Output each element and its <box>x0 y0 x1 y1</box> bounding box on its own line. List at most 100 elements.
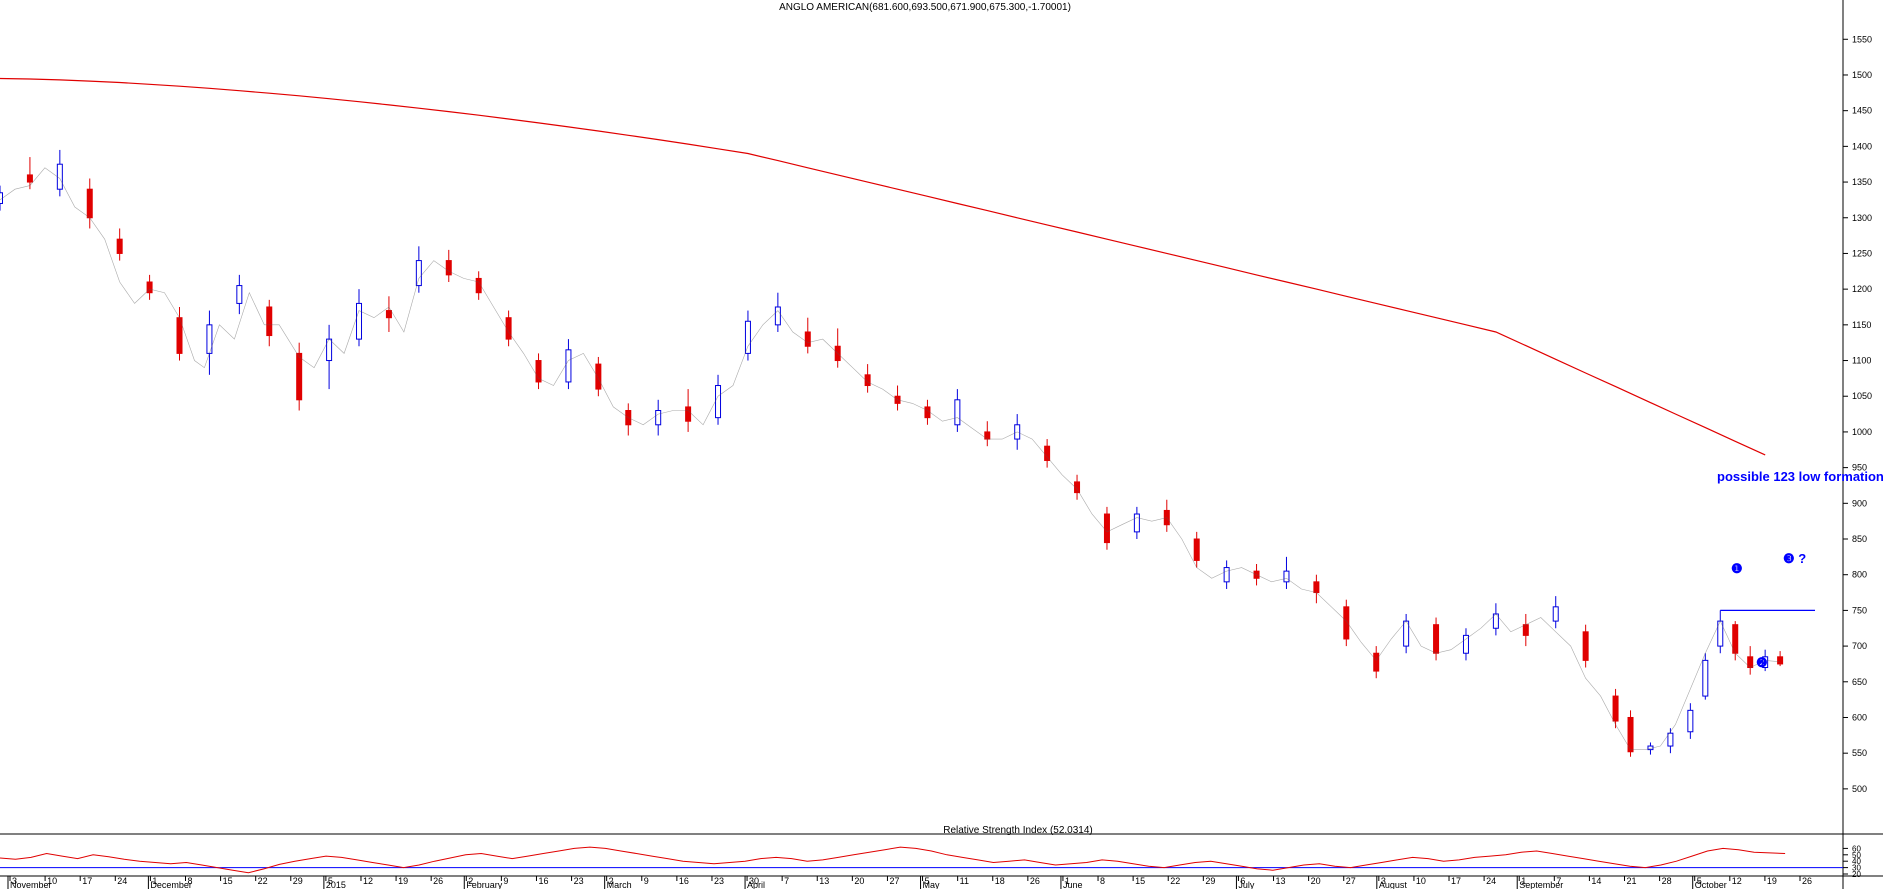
price-tick-label: 500 <box>1852 784 1867 794</box>
candle-body <box>86 188 93 219</box>
month-label: March <box>607 880 632 889</box>
date-tick-label: 27 <box>889 876 899 886</box>
month-label: February <box>466 880 503 889</box>
date-tick-label: 15 <box>223 876 233 886</box>
date-tick-label: 14 <box>1591 876 1601 886</box>
price-tick-label: 1300 <box>1852 213 1872 223</box>
candle-body <box>1103 513 1110 544</box>
price-tick-label: 1250 <box>1852 248 1872 258</box>
month-label: May <box>923 880 941 889</box>
date-tick-label: 18 <box>995 876 1005 886</box>
rsi-line <box>0 846 1786 874</box>
month-label: April <box>747 880 765 889</box>
price-tick-label: 1400 <box>1852 141 1872 151</box>
candle-body <box>1762 656 1769 669</box>
date-tick-label: 3 <box>1381 876 1386 886</box>
date-tick-label: 17 <box>82 876 92 886</box>
candle-body <box>1223 567 1230 583</box>
date-tick-label: 22 <box>1170 876 1180 886</box>
date-tick-label: 5 <box>328 876 333 886</box>
candle-body <box>924 406 931 419</box>
price-tick-label: 1350 <box>1852 177 1872 187</box>
price-tick-label: 900 <box>1852 498 1867 508</box>
date-tick-label: 24 <box>1486 876 1496 886</box>
candle-body <box>1283 570 1290 583</box>
candle-body <box>1373 652 1380 672</box>
price-ticks: 500 550 600 650 700 750 800 850 900 950 1000 1050 11… <box>1843 34 1872 794</box>
date-tick-label: 20 <box>854 876 864 886</box>
moving-average-layer <box>0 77 1766 456</box>
rsi-tick-label: 20 <box>1852 870 1861 879</box>
date-tick-label: 23 <box>714 876 724 886</box>
date-tick-label: 1 <box>1065 876 1070 886</box>
candle-body <box>236 285 243 304</box>
date-tick-label: 9 <box>644 876 649 886</box>
date-tick-label: 20 <box>1311 876 1321 886</box>
candle-body <box>715 385 722 419</box>
candle-body <box>1522 624 1529 636</box>
date-tick-label: 30 <box>749 876 759 886</box>
candle-body <box>1667 732 1674 747</box>
date-tick-label: 9 <box>503 876 508 886</box>
moving-average-line <box>0 77 1766 456</box>
candle-body <box>356 302 363 340</box>
chart-title: ANGLO AMERICAN(681.600,693.500,671.900,6… <box>779 2 1071 13</box>
candle-body <box>1627 716 1634 753</box>
candle-body <box>1133 513 1140 533</box>
candle-body <box>1777 656 1784 665</box>
month-label: August <box>1379 880 1408 889</box>
price-tick-label: 1000 <box>1852 427 1872 437</box>
candle-body <box>1313 581 1320 594</box>
candle-body <box>744 320 751 354</box>
date-tick-label: 7 <box>784 876 789 886</box>
price-tick-label: 700 <box>1852 641 1867 651</box>
price-tick-label: 750 <box>1852 605 1867 615</box>
date-tick-label: 13 <box>1276 876 1286 886</box>
date-tick-label: 5 <box>1697 876 1702 886</box>
date-axis: 3 10 17 24 1 8 15 22 29 5 12 19 26 2 9 16 23 2 9 16 23 30 7 13 2… <box>7 876 1812 889</box>
candle-body <box>445 260 452 276</box>
month-label: November <box>10 880 52 889</box>
candle-body <box>116 238 123 254</box>
candles-layer <box>0 149 1784 757</box>
date-tick-label: 1 <box>1521 876 1526 886</box>
date-tick-label: 19 <box>1767 876 1777 886</box>
month-label: June <box>1063 880 1083 889</box>
date-tick-label: 28 <box>1662 876 1672 886</box>
candle-body <box>1462 634 1469 654</box>
date-tick-label: 24 <box>117 876 127 886</box>
month-label: September <box>1519 880 1563 889</box>
price-tick-label: 1450 <box>1852 106 1872 116</box>
price-tick-label: 1550 <box>1852 34 1872 44</box>
date-tick-label: 26 <box>433 876 443 886</box>
price-tick-label: 600 <box>1852 712 1867 722</box>
month-label: 2015 <box>326 880 346 889</box>
date-tick-label: 5 <box>925 876 930 886</box>
date-tick-label: 15 <box>1135 876 1145 886</box>
candle-body <box>1074 481 1081 494</box>
date-tick-label: 2 <box>468 876 473 886</box>
point-1-label: ❶ <box>1731 561 1743 576</box>
date-tick-label: 26 <box>1802 876 1812 886</box>
price-tick-label: 800 <box>1852 570 1867 580</box>
candle-body <box>1612 695 1619 722</box>
candle-body <box>1582 631 1589 661</box>
date-tick-label: 13 <box>819 876 829 886</box>
date-tick-label: 17 <box>1451 876 1461 886</box>
date-tick-label: 1 <box>152 876 157 886</box>
price-tick-label: 850 <box>1852 534 1867 544</box>
candle-body <box>1403 620 1410 647</box>
candle-body <box>146 281 153 294</box>
candle-body <box>1193 538 1200 561</box>
candle-body <box>296 352 303 401</box>
date-tick-label: 12 <box>1732 876 1742 886</box>
candle-body <box>475 277 482 294</box>
candle-body <box>565 349 572 383</box>
point-3-label: ❸ ? <box>1783 551 1806 566</box>
price-tick-label: 1500 <box>1852 70 1872 80</box>
candle-body <box>415 260 422 287</box>
candle-body <box>954 399 961 426</box>
